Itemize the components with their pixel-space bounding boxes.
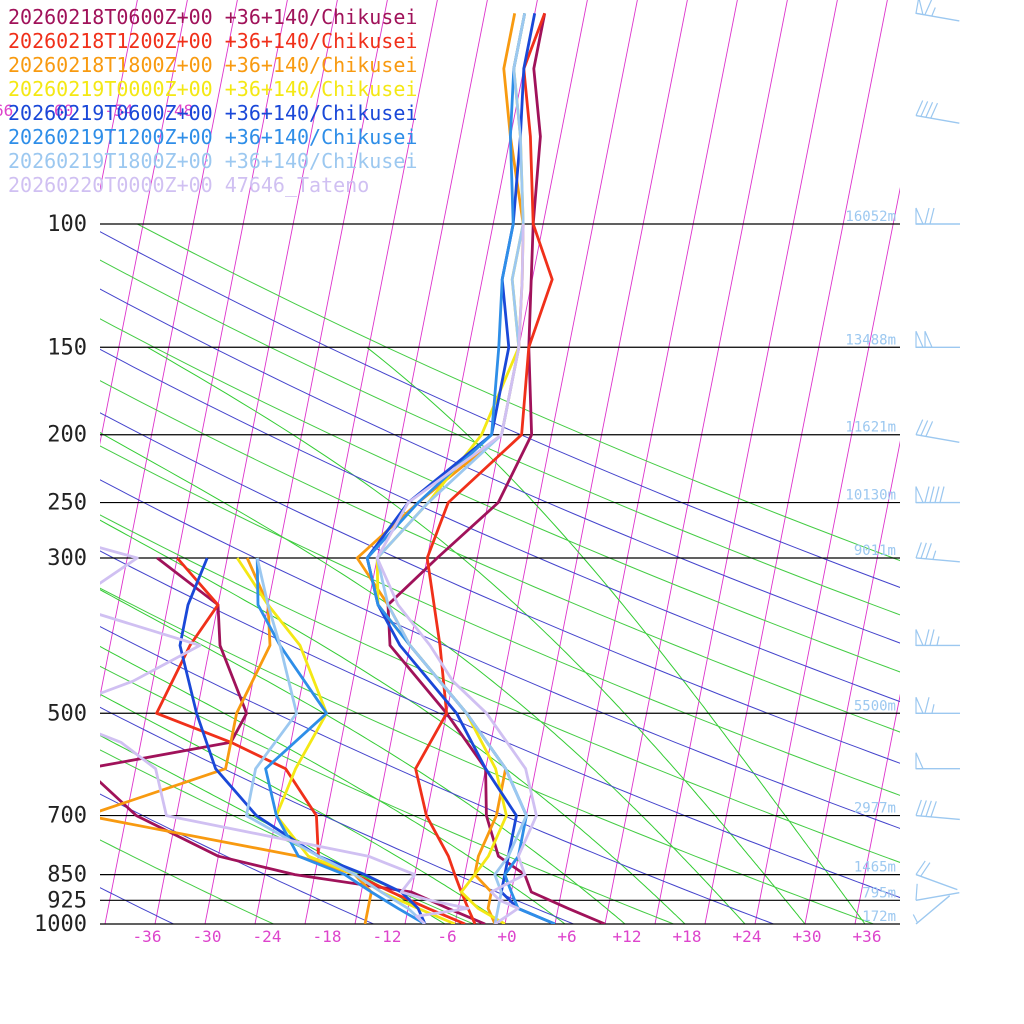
temperature-tick-label: +24: [733, 927, 762, 946]
legend-item: 20260219T1200Z+00 +36+140/Chikusei: [8, 125, 417, 149]
height-label: 9011m: [854, 543, 896, 559]
wind-barb-70: [915, 100, 960, 124]
height-label: 11621m: [845, 420, 896, 436]
pressure-label-1000: 1000: [34, 912, 87, 937]
wind-barb-300: [915, 542, 960, 563]
pressure-label-850: 850: [47, 863, 87, 888]
pressure-label-200: 200: [47, 423, 87, 448]
height-label: 172m: [862, 909, 896, 925]
isotherm-line: [604, 0, 788, 924]
temperature-tick-label: -36: [133, 927, 162, 946]
series-2-dewpoint-line: [155, 557, 466, 924]
series-2-temperature-line: [414, 12, 554, 924]
isotherm-line: [554, 0, 738, 924]
wind-barb-700: [915, 799, 960, 821]
wind-barbs: [912, 0, 960, 925]
height-label: 16052m: [845, 209, 896, 225]
upper-temperature-label: -66: [0, 101, 13, 120]
temperature-tick-label: +0: [497, 927, 516, 946]
legend-item: 20260219T0000Z+00 +36+140/Chikusei: [8, 77, 417, 101]
legend-item: 20260218T1200Z+00 +36+140/Chikusei: [8, 29, 417, 53]
legend-item: 20260218T1800Z+00 +36+140/Chikusei: [8, 53, 417, 77]
legend: 20260218T0600Z+00 +36+140/Chikusei202602…: [8, 5, 417, 197]
wind-barb-1000: [912, 895, 951, 925]
wind-barb-100: [915, 207, 960, 225]
isotherm-line: [854, 693, 900, 924]
moist-adiabat-grid: [100, 346, 866, 924]
temperature-tick-label: -30: [193, 927, 222, 946]
moist-adiabat-line: [100, 589, 626, 924]
upper-temperature-label: -54: [104, 101, 133, 120]
pressure-label-500: 500: [47, 701, 87, 726]
upper-temperature-label: -48: [164, 101, 193, 120]
height-label: 795m: [862, 885, 896, 901]
series-3-dewpoint-line: [100, 557, 373, 924]
series-7-dewpoint-line: [245, 557, 426, 924]
pressure-label-150: 150: [47, 335, 87, 360]
temperature-tick-label: -18: [313, 927, 342, 946]
wind-barb-850: [915, 860, 958, 891]
height-label: 2977m: [854, 801, 896, 817]
isotherm-line: [704, 0, 888, 924]
pressure-label-700: 700: [47, 804, 87, 829]
moist-adiabat-line: [147, 346, 806, 924]
moist-adiabat-line: [100, 432, 746, 924]
legend-item: 20260219T0600Z+00 +36+140/Chikusei: [8, 101, 417, 125]
series-6-temperature-line: [365, 13, 556, 924]
isobar-grid: [100, 223, 900, 925]
wind-barb-250: [915, 486, 960, 504]
temperature-tick-label: +12: [613, 927, 642, 946]
height-label: 1465m: [854, 860, 896, 876]
temperature-tick-label: -24: [253, 927, 282, 946]
temperature-tick-label: +36: [853, 927, 882, 946]
temperature-tick-label: -12: [373, 927, 402, 946]
isotherm-line: [754, 186, 900, 924]
dry-adiabat-line: [100, 514, 900, 864]
series-1-dewpoint-line: [100, 556, 486, 924]
legend-item: 20260219T1800Z+00 +36+140/Chikusei: [8, 149, 417, 173]
wind-barb-150: [915, 331, 960, 348]
wind-barb-50: [915, 0, 960, 22]
series-5-dewpoint-line: [178, 557, 427, 924]
height-label: 13488m: [845, 332, 896, 348]
temperature-tick-label: +6: [557, 927, 576, 946]
wind-barb-925: [915, 883, 960, 901]
series-6-dewpoint-line: [255, 557, 426, 924]
wind-barb-200: [915, 419, 960, 444]
temperature-tick-label: +30: [793, 927, 822, 946]
pressure-label-250: 250: [47, 491, 87, 516]
pressure-label-300: 300: [47, 546, 87, 571]
pressure-label-925: 925: [47, 888, 87, 913]
series-8-temperature-line: [375, 223, 538, 924]
moist-adiabat-line: [100, 693, 506, 924]
isotherm-line: [804, 440, 900, 924]
isotherm-line: [654, 0, 838, 924]
wind-barb-600: [915, 752, 960, 770]
series-8-dewpoint-line: [100, 546, 470, 924]
isotherm-line: [100, 0, 138, 192]
isotherm-line: [504, 0, 688, 924]
height-label: 10130m: [845, 488, 896, 504]
isotherm-line: [100, 0, 238, 699]
height-label: 5500m: [854, 698, 896, 714]
moist-adiabat-line: [366, 346, 866, 924]
wind-barb-500: [915, 697, 960, 714]
temperature-tick-label: +18: [673, 927, 702, 946]
isotherm-line: [100, 0, 188, 445]
legend-item: 20260218T0600Z+00 +36+140/Chikusei: [8, 5, 417, 29]
legend-item: 20260220T0000Z+00 47646_Tateno: [8, 173, 369, 197]
temperature-tick-label: -6: [437, 927, 456, 946]
upper-temperature-label: -60: [44, 101, 73, 120]
pressure-label-100: 100: [47, 212, 87, 237]
sounding-series: [100, 12, 606, 924]
isotherm-line: [154, 0, 338, 924]
isotherm-line: [304, 0, 488, 924]
isotherm-line: [104, 0, 288, 924]
wind-barb-400: [915, 629, 960, 647]
